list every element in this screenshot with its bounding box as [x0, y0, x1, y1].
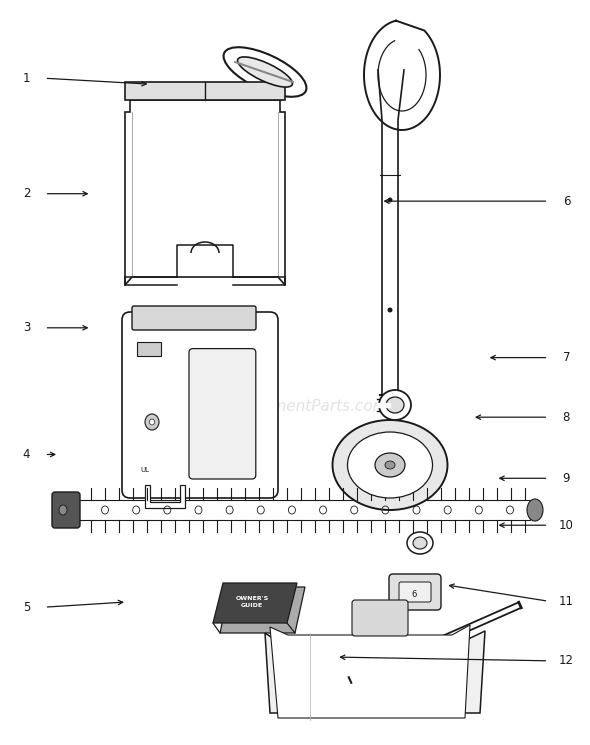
Ellipse shape — [149, 419, 155, 425]
Text: OWNER'S
GUIDE: OWNER'S GUIDE — [235, 597, 268, 608]
Polygon shape — [377, 403, 390, 407]
Ellipse shape — [388, 308, 392, 312]
FancyBboxPatch shape — [137, 342, 161, 356]
Polygon shape — [220, 587, 305, 633]
Polygon shape — [265, 631, 485, 713]
Polygon shape — [270, 625, 470, 718]
FancyBboxPatch shape — [52, 492, 80, 528]
Ellipse shape — [238, 57, 293, 87]
Polygon shape — [125, 100, 285, 285]
Text: 6: 6 — [563, 194, 570, 208]
Text: eReplacementParts.com: eReplacementParts.com — [202, 399, 388, 413]
FancyBboxPatch shape — [125, 82, 285, 100]
FancyBboxPatch shape — [399, 582, 431, 602]
Polygon shape — [213, 583, 297, 623]
Ellipse shape — [348, 432, 432, 498]
FancyBboxPatch shape — [132, 306, 256, 330]
Ellipse shape — [145, 414, 159, 430]
Ellipse shape — [407, 532, 433, 554]
Ellipse shape — [224, 47, 306, 97]
Polygon shape — [378, 70, 404, 120]
Ellipse shape — [385, 461, 395, 469]
Text: 12: 12 — [559, 654, 574, 668]
FancyBboxPatch shape — [122, 312, 278, 498]
Text: 11: 11 — [559, 595, 574, 608]
Ellipse shape — [413, 537, 427, 549]
Polygon shape — [145, 485, 185, 508]
Text: 1: 1 — [23, 72, 30, 85]
FancyBboxPatch shape — [189, 349, 256, 479]
Ellipse shape — [527, 499, 543, 521]
Text: 5: 5 — [23, 600, 30, 614]
Text: UL: UL — [140, 467, 149, 473]
Ellipse shape — [388, 197, 392, 203]
Ellipse shape — [333, 420, 447, 510]
FancyBboxPatch shape — [389, 574, 441, 610]
Text: 7: 7 — [563, 351, 570, 364]
Ellipse shape — [375, 453, 405, 477]
Text: 4: 4 — [23, 448, 30, 461]
Text: 6: 6 — [411, 590, 417, 599]
Polygon shape — [349, 602, 521, 682]
Text: 8: 8 — [563, 410, 570, 424]
Text: 9: 9 — [563, 472, 570, 485]
Ellipse shape — [386, 397, 404, 413]
Text: 10: 10 — [559, 519, 574, 532]
Ellipse shape — [59, 505, 67, 515]
Text: 2: 2 — [23, 187, 30, 200]
Text: 3: 3 — [23, 321, 30, 335]
FancyBboxPatch shape — [77, 500, 530, 520]
Ellipse shape — [379, 390, 411, 420]
FancyBboxPatch shape — [352, 600, 408, 636]
